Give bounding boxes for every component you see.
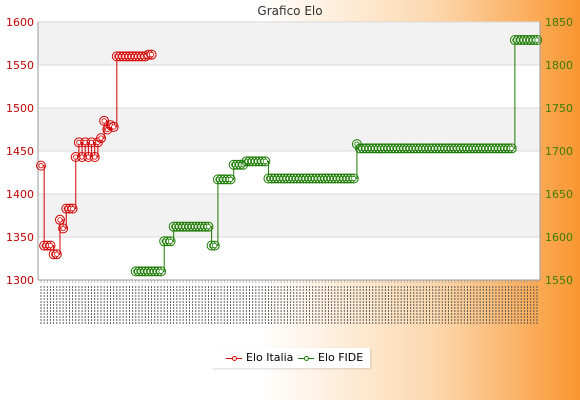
- y-tick-label-left: 1500: [6, 102, 34, 115]
- series-italia-point-outer: [96, 133, 107, 144]
- series-italia-point-outer: [146, 49, 157, 60]
- series-fide-point-outer: [238, 159, 249, 170]
- series-fide-point-outer: [348, 173, 359, 184]
- series-italia-point: [38, 163, 44, 169]
- plot-band: [38, 194, 540, 237]
- series-italia-point: [57, 217, 63, 223]
- y-tick-label-left: 1550: [6, 59, 34, 72]
- series-fide-point-outer: [225, 174, 236, 185]
- series-fide-point: [262, 158, 268, 164]
- series-fide-point-outer: [260, 156, 271, 167]
- series-italia-point-outer: [45, 240, 56, 251]
- legend-marker-fide: [298, 352, 314, 364]
- y-tick-label-right: 1800: [545, 59, 573, 72]
- legend-item-fide[interactable]: Elo FIDE: [298, 351, 363, 364]
- series-fide-point-outer: [156, 266, 167, 277]
- y-tick-label-right: 1600: [545, 231, 573, 244]
- y-tick-label-right: 1750: [545, 102, 573, 115]
- series-fide-point: [158, 268, 164, 274]
- legend-label-fide: Elo FIDE: [318, 351, 364, 364]
- series-fide-point: [509, 145, 515, 152]
- series-italia-point-outer: [54, 214, 65, 225]
- series-fide-point: [167, 238, 174, 244]
- y-tick-label-left: 1400: [6, 188, 34, 201]
- series-fide-point: [227, 176, 234, 182]
- chart-title: Grafico Elo: [257, 4, 323, 18]
- y-tick-label-left: 1350: [6, 231, 34, 244]
- series-italia-point-outer: [58, 223, 69, 234]
- legend-label-italia: Elo Italia: [246, 351, 294, 364]
- series-italia-point: [60, 225, 66, 231]
- y-tick-label-right: 1700: [545, 145, 573, 158]
- series-fide-point: [351, 175, 357, 182]
- series-italia-point: [54, 251, 60, 257]
- series-italia-point: [92, 154, 98, 160]
- plot-band: [38, 237, 540, 280]
- series-fide-point-outer: [209, 240, 220, 251]
- series-italia-point-outer: [67, 203, 78, 214]
- series-italia-point: [47, 243, 54, 249]
- y-tick-label-right: 1550: [545, 274, 573, 287]
- plot-band: [38, 65, 540, 108]
- legend-item-italia[interactable]: Elo Italia: [226, 351, 293, 364]
- y-tick-label-right: 1650: [545, 188, 573, 201]
- series-fide-point-outer: [506, 143, 517, 154]
- y-tick-label-left: 1600: [6, 16, 34, 29]
- plot-band: [38, 151, 540, 194]
- series-fide-point-outer: [532, 35, 542, 46]
- series-fide-point: [205, 224, 212, 230]
- chart-legend: Elo Italia Elo FIDE: [212, 348, 370, 368]
- series-italia-point: [101, 118, 107, 124]
- series-italia-point-outer: [51, 249, 62, 260]
- y-tick-label-left: 1450: [6, 145, 34, 158]
- series-fide-point: [534, 37, 540, 43]
- series-italia-point: [98, 135, 104, 141]
- series-italia-point: [148, 52, 155, 58]
- series-italia-point-outer: [36, 160, 46, 171]
- series-italia-point-outer: [108, 121, 119, 132]
- legend-marker-italia: [226, 352, 242, 364]
- series-fide-point-outer: [203, 221, 214, 232]
- series-italia-point: [69, 206, 76, 212]
- series-fide-point: [212, 243, 218, 249]
- y-tick-label-right: 1850: [545, 16, 573, 29]
- series-italia-point-outer: [89, 152, 100, 163]
- y-tick-label-left: 1300: [6, 274, 34, 287]
- series-fide-point-outer: [165, 236, 176, 247]
- series-italia-point: [111, 124, 117, 130]
